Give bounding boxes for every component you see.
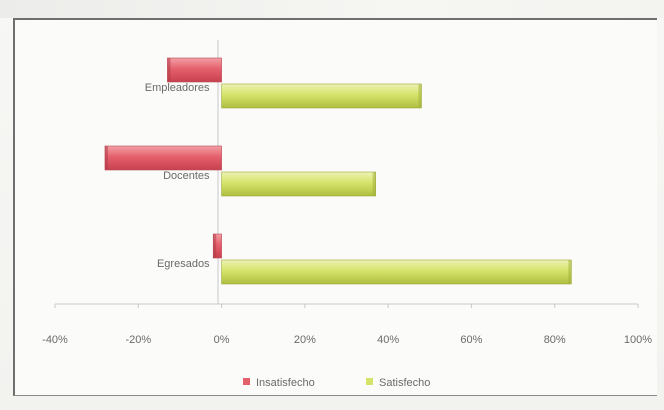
bar-satisfecho-docentes [221,171,376,197]
x-tick-label: 20% [294,334,316,346]
bar-satisfecho-empleadores [221,83,422,109]
chart-frame [13,18,657,396]
bar-satisfecho-edge-docentes [372,172,376,196]
legend-label-insatisfecho: Insatisfecho [256,377,315,389]
bar-insatisfecho-docentes [104,145,222,171]
x-tick-label: 100% [624,334,652,346]
x-tick-label: 40% [377,334,399,346]
x-axis-tick-labels: -40% -20% 0% 20% 40% 60% 80% 100% [42,334,652,346]
x-tick-label: -20% [125,334,151,346]
x-tick-label: -40% [42,334,68,346]
bar-insatisfecho-edge-docentes [104,146,108,170]
bar-insatisfecho-empleadores [167,57,222,83]
category-label-empleadores: Empleadores [145,82,210,94]
x-tick-label: 60% [460,334,482,346]
bar-insatisfecho-edge-empleadores [167,58,171,82]
scan-margin [0,0,664,18]
bar-satisfecho-edge-empleadores [418,84,422,108]
x-tick-label: 80% [544,334,566,346]
legend-swatch-insatisfecho [243,378,250,385]
x-tick-label: 0% [214,334,230,346]
category-labels: Empleadores Docentes Egresados [145,82,210,270]
legend: Insatisfecho Satisfecho [243,377,430,389]
category-label-docentes: Docentes [163,170,210,182]
bars-group [104,57,572,285]
legend-label-satisfecho: Satisfecho [379,377,430,389]
category-label-egresados: Egresados [157,258,210,270]
bar-satisfecho-egresados [221,259,572,285]
bar-insatisfecho-edge-egresados [213,234,217,258]
bar-satisfecho-edge-egresados [568,260,572,284]
x-axis-tick-marks [54,304,639,308]
legend-swatch-satisfecho [366,378,373,385]
